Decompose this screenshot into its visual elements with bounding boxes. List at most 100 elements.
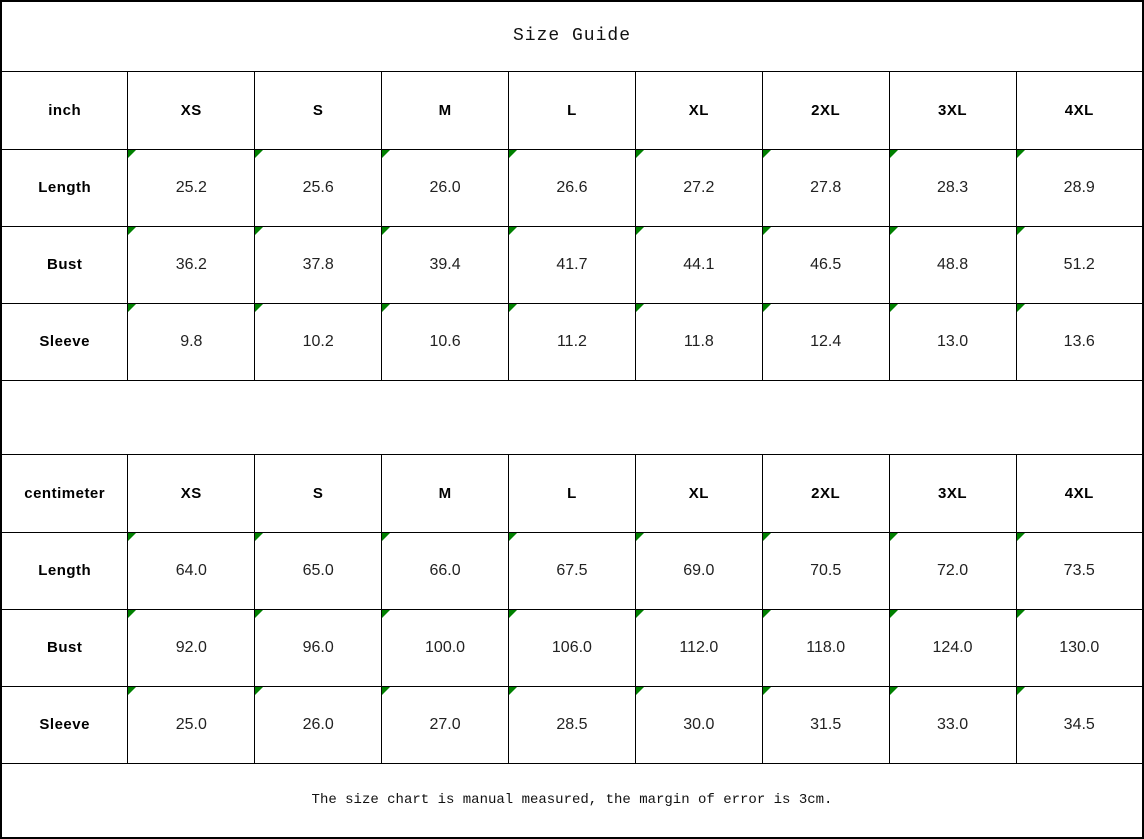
cell-value: 106.0 <box>551 638 592 656</box>
corner-marker-icon <box>382 227 391 235</box>
cell-value: 30.0 <box>683 715 715 733</box>
measurement-cell: 13.0 <box>888 302 1017 381</box>
size-header-4xl: 4XL <box>1015 453 1144 533</box>
cell-value: 96.0 <box>302 638 334 656</box>
size-header-m: M <box>381 70 509 150</box>
size-header-s: S <box>254 70 383 150</box>
cell-value: 124.0 <box>932 638 973 656</box>
separator-cell <box>0 379 1144 455</box>
row-label-length: Length <box>0 531 129 610</box>
corner-marker-icon <box>128 533 137 541</box>
cell-value: 36.2 <box>175 255 207 273</box>
measurement-cell: 112.0 <box>634 608 763 687</box>
measurement-cell: 25.0 <box>127 685 256 764</box>
corner-marker-icon <box>890 304 898 312</box>
title-row: Size Guide <box>0 0 1144 72</box>
cell-value: 69.0 <box>683 561 715 579</box>
measurement-cell: 65.0 <box>254 531 383 610</box>
row-label-bust: Bust <box>0 225 129 304</box>
corner-marker-icon <box>509 227 517 235</box>
corner-marker-icon <box>1017 533 1025 541</box>
inch-length-row: Length 25.2 25.6 26.0 26.6 27.2 27.8 28.… <box>0 148 1144 227</box>
corner-marker-icon <box>636 304 644 312</box>
cell-value: 46.5 <box>810 255 842 273</box>
row-label-length: Length <box>0 148 129 227</box>
measurement-cell: 10.6 <box>381 302 509 381</box>
size-header-l: L <box>508 70 636 150</box>
size-header-4xl: 4XL <box>1015 70 1144 150</box>
cell-value: 64.0 <box>175 561 207 579</box>
corner-marker-icon <box>890 533 898 541</box>
cell-value: 28.9 <box>1063 178 1095 196</box>
measurement-cell: 48.8 <box>888 225 1017 304</box>
corner-marker-icon <box>128 304 137 312</box>
measurement-cell: 73.5 <box>1015 531 1144 610</box>
corner-marker-icon <box>255 304 264 312</box>
cm-bust-row: Bust 92.0 96.0 100.0 106.0 112.0 118.0 1… <box>0 608 1144 687</box>
measurement-cell: 34.5 <box>1015 685 1144 764</box>
corner-marker-icon <box>636 150 644 158</box>
cell-value: 100.0 <box>425 638 466 656</box>
measurement-cell: 11.2 <box>508 302 636 381</box>
size-header-xl: XL <box>634 70 763 150</box>
corner-marker-icon <box>255 533 264 541</box>
measurement-cell: 100.0 <box>381 608 509 687</box>
measurement-cell: 46.5 <box>761 225 890 304</box>
cell-value: 33.0 <box>936 715 969 733</box>
corner-marker-icon <box>636 227 644 235</box>
measurement-cell: 13.6 <box>1015 302 1144 381</box>
measurement-cell: 25.2 <box>127 148 256 227</box>
cell-value: 28.5 <box>556 715 588 733</box>
corner-marker-icon <box>382 610 391 618</box>
measurement-cell: 33.0 <box>888 685 1017 764</box>
corner-marker-icon <box>890 687 898 695</box>
measurement-cell: 64.0 <box>127 531 256 610</box>
measurement-cell: 69.0 <box>634 531 763 610</box>
measurement-cell: 70.5 <box>761 531 890 610</box>
measurement-cell: 28.9 <box>1015 148 1144 227</box>
cell-value: 112.0 <box>679 638 719 656</box>
row-label-sleeve: Sleeve <box>0 302 129 381</box>
corner-marker-icon <box>382 533 391 541</box>
measurement-cell: 51.2 <box>1015 225 1144 304</box>
cell-value: 130.0 <box>1059 638 1100 656</box>
cell-value: 73.5 <box>1063 561 1095 579</box>
size-header-l: L <box>508 453 636 533</box>
unit-label-centimeter: centimeter <box>0 453 129 533</box>
cell-value: 26.0 <box>429 178 461 196</box>
corner-marker-icon <box>636 687 644 695</box>
size-header-m: M <box>381 453 509 533</box>
measurement-cell: 11.8 <box>634 302 763 381</box>
corner-marker-icon <box>890 610 898 618</box>
cell-value: 11.8 <box>683 332 714 350</box>
corner-marker-icon <box>128 227 137 235</box>
corner-marker-icon <box>509 150 517 158</box>
size-header-3xl: 3XL <box>888 453 1017 533</box>
cell-value: 26.6 <box>556 178 588 196</box>
cell-value: 39.4 <box>429 255 461 273</box>
corner-marker-icon <box>255 610 264 618</box>
corner-marker-icon <box>128 150 137 158</box>
measurement-cell: 36.2 <box>127 225 256 304</box>
corner-marker-icon <box>509 610 517 618</box>
cell-value: 27.8 <box>810 178 842 196</box>
cell-value: 65.0 <box>302 561 334 579</box>
measurement-cell: 27.2 <box>634 148 763 227</box>
measurement-cell: 30.0 <box>634 685 763 764</box>
measurement-cell: 124.0 <box>888 608 1017 687</box>
cell-value: 31.5 <box>810 715 842 733</box>
measurement-cell: 66.0 <box>381 531 509 610</box>
measurement-cell: 118.0 <box>761 608 890 687</box>
corner-marker-icon <box>382 150 391 158</box>
corner-marker-icon <box>1017 227 1025 235</box>
footer-row: The size chart is manual measured, the m… <box>0 762 1144 839</box>
corner-marker-icon <box>763 533 771 541</box>
corner-marker-icon <box>1017 304 1025 312</box>
size-header-2xl: 2XL <box>761 453 890 533</box>
size-header-xs: XS <box>127 453 256 533</box>
inch-header-row: inch XS S M L XL 2XL 3XL 4XL <box>0 70 1144 150</box>
corner-marker-icon <box>128 610 137 618</box>
measurement-cell: 28.5 <box>508 685 636 764</box>
corner-marker-icon <box>890 227 898 235</box>
